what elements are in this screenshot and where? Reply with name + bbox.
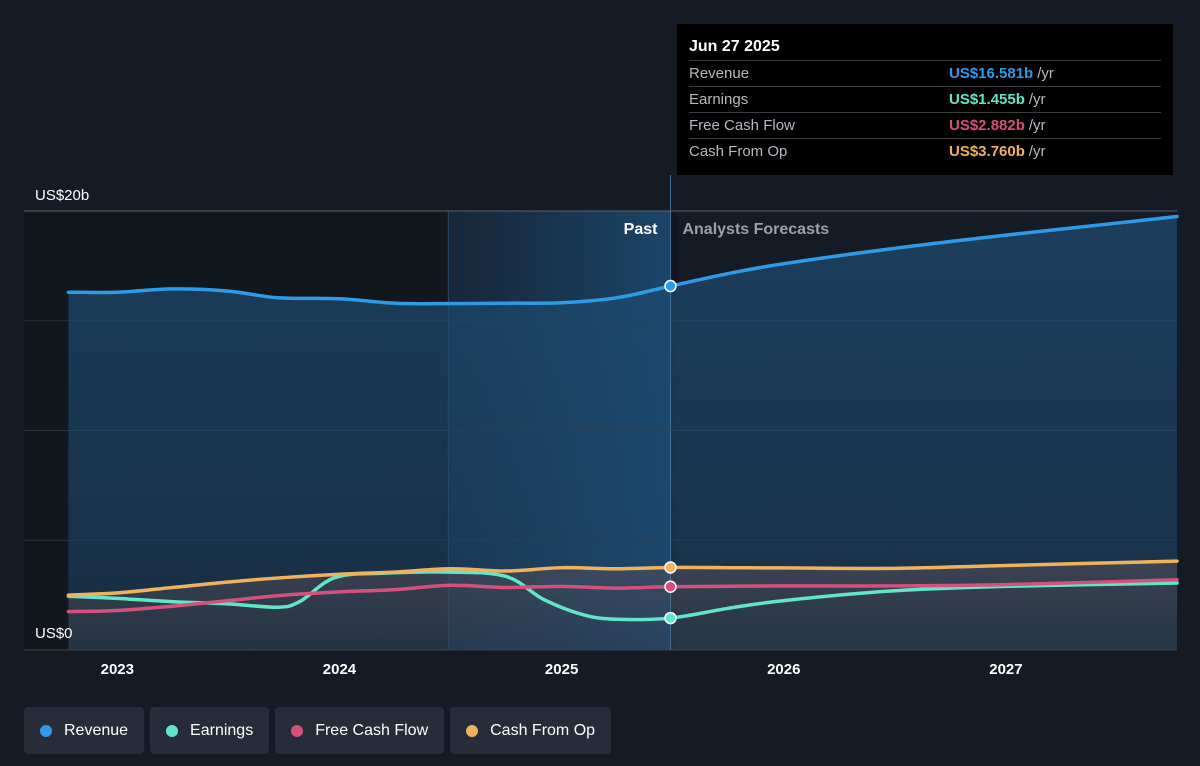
x-tick-label: 2026 [767, 661, 800, 678]
legend-label: Free Cash Flow [315, 721, 429, 739]
tooltip-value: US$1.455b [949, 91, 1025, 108]
free-cash-flow-marker [664, 580, 677, 593]
lower-series-area [68, 561, 1177, 650]
tooltip-label: Revenue [689, 65, 750, 82]
revenue-area [68, 216, 1177, 651]
tooltip-unit: /yr [1028, 117, 1046, 134]
tooltip-label: Cash From Op [689, 143, 788, 160]
tooltip-label: Free Cash Flow [689, 117, 795, 134]
legend-label: Earnings [190, 721, 254, 739]
legend: Revenue Earnings Free Cash Flow Cash Fro… [24, 707, 612, 754]
tooltip-row-cash-from-op: Cash From Op US$3.760b /yr [689, 138, 1161, 164]
revenue-dot-icon [40, 724, 52, 737]
past-label: Past [624, 221, 658, 238]
legend-item-free-cash-flow[interactable]: Free Cash Flow [275, 707, 445, 754]
tooltip-unit: /yr [1037, 65, 1054, 82]
cash-from-op-dot-icon [466, 724, 479, 737]
y-tick-label: US$0 [35, 625, 73, 642]
legend-item-cash-from-op[interactable]: Cash From Op [450, 707, 612, 754]
legend-label: Cash From Op [490, 721, 596, 739]
tooltip-value: US$16.581b [949, 65, 1034, 82]
tooltip-row-earnings: Earnings US$1.455b /yr [689, 86, 1161, 112]
legend-item-earnings[interactable]: Earnings [150, 707, 270, 754]
revenue-line [66, 214, 1179, 306]
earnings-dot-icon [166, 724, 179, 737]
x-tick-label: 2027 [989, 661, 1022, 678]
cash-from-op-line [66, 559, 1179, 597]
free-cash-flow-dot-icon [291, 724, 304, 737]
legend-label: Revenue [64, 721, 129, 739]
free-cash-flow-line [66, 578, 1179, 614]
tooltip-value: US$3.760b [949, 143, 1025, 160]
legend-item-revenue[interactable]: Revenue [24, 707, 145, 754]
tooltip: Jun 27 2025 Revenue US$16.581b /yr Earni… [677, 24, 1173, 175]
analysts-forecasts-label: Analysts Forecasts [682, 221, 829, 238]
x-tick-label: 2025 [545, 661, 578, 678]
x-tick-label: 2023 [101, 661, 134, 678]
tooltip-row-revenue: Revenue US$16.581b /yr [689, 60, 1161, 86]
earnings-line [66, 570, 1179, 622]
tooltip-value: US$2.882b [949, 117, 1025, 134]
tooltip-label: Earnings [689, 91, 749, 108]
x-tick-label: 2024 [323, 661, 357, 678]
y-tick-label: US$20b [35, 187, 89, 204]
tooltip-row-free-cash-flow: Free Cash Flow US$2.882b /yr [689, 112, 1161, 138]
revenue-marker [664, 279, 677, 293]
tooltip-date: Jun 27 2025 [689, 38, 780, 55]
earnings-marker [664, 611, 677, 625]
tooltip-unit: /yr [1028, 91, 1046, 108]
cash-from-op-marker [664, 561, 677, 574]
tooltip-unit: /yr [1028, 143, 1046, 160]
